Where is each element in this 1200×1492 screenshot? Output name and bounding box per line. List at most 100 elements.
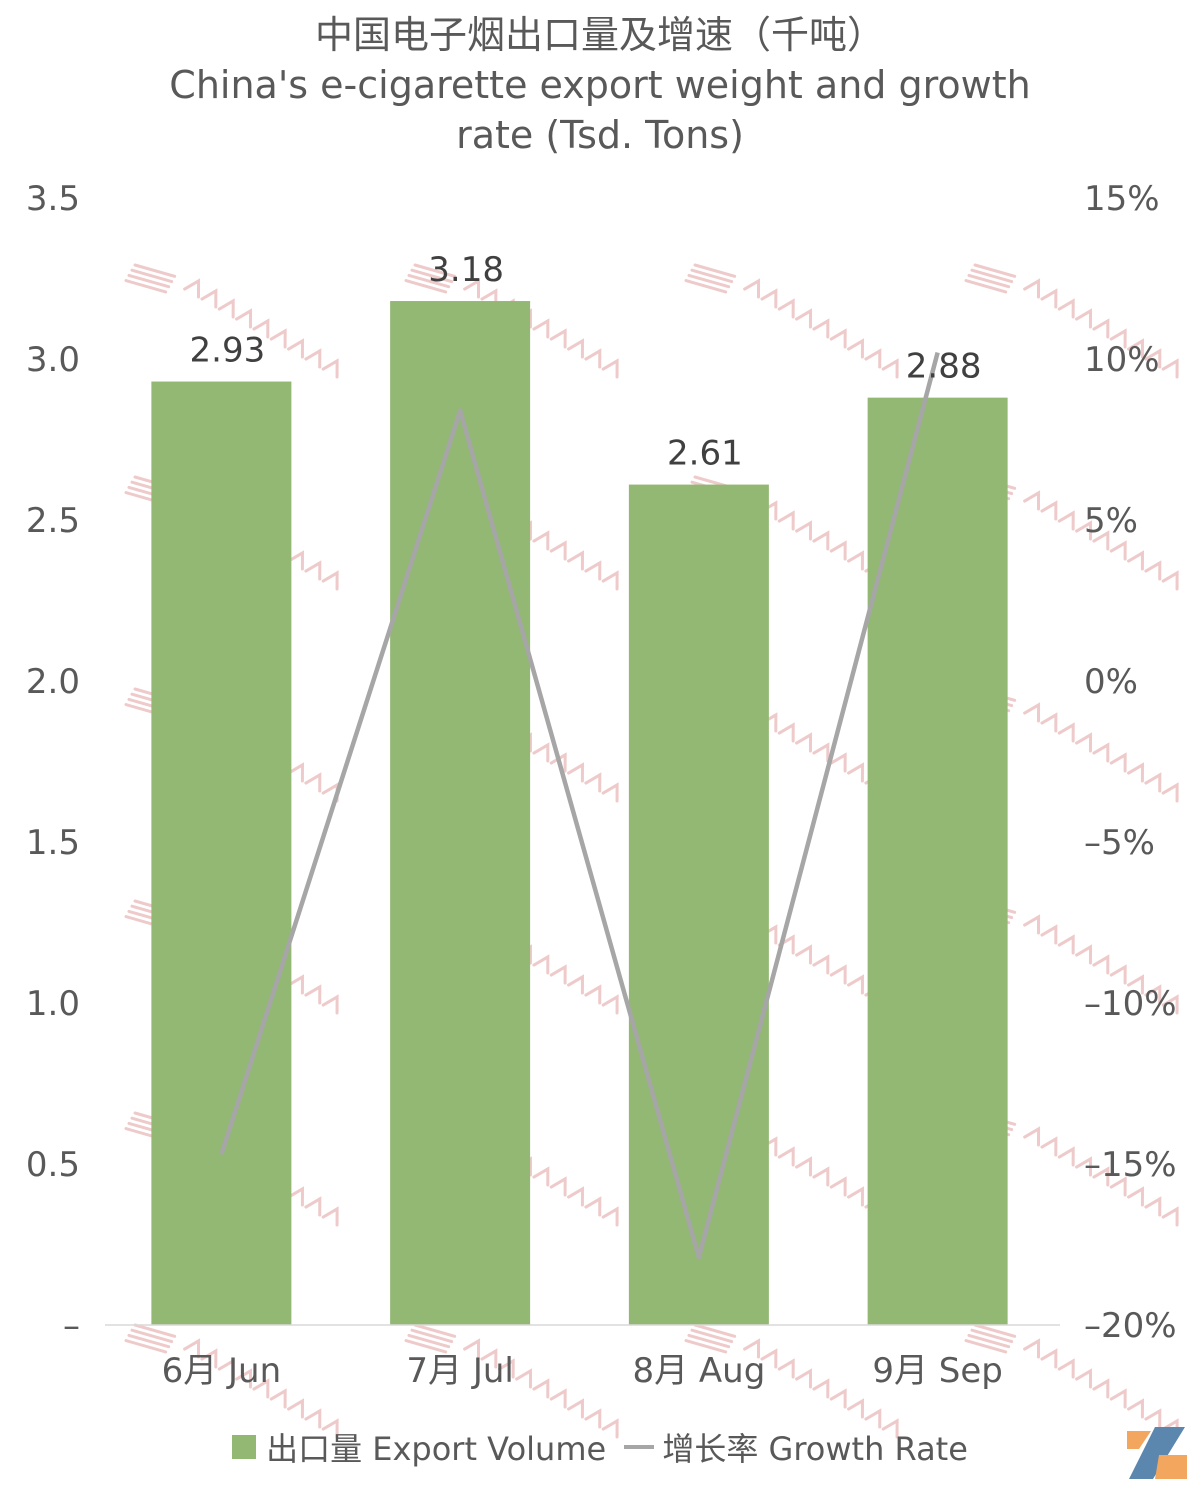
watermark-stroke [130,1328,174,1344]
watermark-stroke [690,268,734,284]
watermark-stroke [777,1146,795,1167]
watermark-stroke [1161,782,1179,803]
watermark-stroke [497,1358,515,1379]
x-axis-tick: 8月 Aug [632,1351,765,1391]
watermark-stroke [549,752,567,773]
watermark-stroke [287,550,304,571]
watermark-stroke [235,1368,253,1389]
watermark-stroke [584,772,602,793]
watermark-stroke [567,762,584,783]
watermark-stroke [847,338,864,359]
bar-0 [151,381,292,1325]
watermark-stroke [1057,298,1075,319]
watermark-stroke [200,288,218,309]
watermark-stroke [413,1323,457,1338]
watermark-stroke [1127,762,1144,783]
watermark-stroke [1109,1176,1127,1197]
watermark-stroke [847,550,864,571]
watermark-stroke [1040,500,1058,521]
watermark-stroke [549,540,567,561]
watermark-graphic [684,1323,899,1439]
watermark-stroke [829,1176,847,1197]
watermark-stroke [847,762,864,783]
watermark-stroke [549,1176,567,1197]
watermark-stroke [304,348,322,369]
watermark-stroke [567,974,584,995]
watermark-stroke [687,273,731,289]
watermark-stroke [1127,550,1144,571]
watermark-stroke [1057,722,1075,743]
watermark-stroke [321,358,339,379]
legend-swatch-bar [232,1435,257,1459]
watermark-stroke [1057,1358,1075,1379]
watermark-stroke [967,1333,1011,1349]
watermark-stroke [183,278,201,299]
brand-logo-icon [1127,1427,1187,1479]
watermark-stroke [321,994,339,1015]
watermark-graphic [124,263,339,379]
watermark-stroke [970,268,1014,284]
watermark-stroke [601,570,619,591]
right-axis-tick: 0% [1084,662,1138,702]
watermark-stroke [549,1388,567,1409]
watermark-stroke [124,279,168,294]
left-axis-tick: 2.0 [26,662,80,702]
right-axis-tick: –20% [1084,1306,1177,1346]
watermark-stroke [269,328,287,349]
watermark-stroke [690,1328,734,1344]
watermark-stroke [795,732,813,753]
watermark-stroke [404,279,448,294]
watermark-stroke [1075,1368,1093,1389]
watermark-stroke [795,308,813,329]
watermark-graphic [404,1323,619,1439]
watermark-stroke [1092,1166,1110,1187]
watermark-stroke [812,318,830,339]
watermark-stroke [584,348,602,369]
watermark-stroke [1127,1186,1144,1207]
watermark-graphic [964,263,1179,379]
watermark-stroke [532,1378,550,1399]
watermark-stroke [407,273,451,289]
watermark-stroke [549,328,567,349]
watermark-stroke [812,1378,830,1399]
bar-1 [390,301,531,1325]
legend-swatch-line [624,1445,655,1449]
watermark-stroke [964,279,1008,294]
watermark-stroke [1075,1156,1093,1177]
watermark-stroke [1127,974,1144,995]
left-axis-tick: 1.0 [26,984,80,1024]
watermark-stroke [410,1328,454,1344]
watermark-stroke [1023,914,1041,935]
left-axis-tick: 3.0 [26,340,80,380]
watermark-stroke [829,1388,847,1409]
watermark-stroke [183,1338,201,1359]
right-axis-tick: –10% [1084,984,1177,1024]
watermark-stroke [304,772,322,793]
watermark-stroke [964,1339,1008,1354]
watermark-stroke [463,278,481,299]
watermark-stroke [133,1323,177,1338]
watermark-stroke [864,1408,882,1429]
watermark-stroke [567,1398,584,1419]
watermark-stroke [584,560,602,581]
watermark-stroke [1075,944,1093,965]
watermark-stroke [1092,742,1110,763]
watermark-stroke [1161,994,1179,1015]
watermark-stroke [1092,530,1110,551]
watermark-stroke [321,1206,339,1227]
watermark-graphic [684,263,899,379]
watermark-stroke [321,570,339,591]
left-axis-tick: – [63,1306,80,1346]
watermark-stroke [812,954,830,975]
watermark-stroke [743,278,761,299]
watermark-stroke [304,560,322,581]
watermark-stroke [1144,348,1162,369]
watermark-stroke [829,964,847,985]
watermark-stroke [287,974,304,995]
watermark-stroke [1040,1348,1058,1369]
growth-rate-line [219,351,940,1260]
watermark-stroke [1040,1136,1058,1157]
watermark-stroke [127,273,171,289]
watermark-stroke [1161,358,1179,379]
